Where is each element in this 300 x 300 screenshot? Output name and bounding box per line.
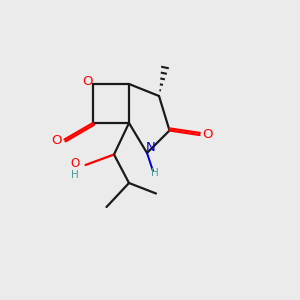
Text: O: O xyxy=(51,134,61,148)
Text: O: O xyxy=(70,157,80,170)
Text: O: O xyxy=(82,75,93,88)
Text: N: N xyxy=(146,141,155,154)
Text: H: H xyxy=(151,168,158,178)
Text: O: O xyxy=(203,128,213,142)
Text: H: H xyxy=(71,170,79,181)
